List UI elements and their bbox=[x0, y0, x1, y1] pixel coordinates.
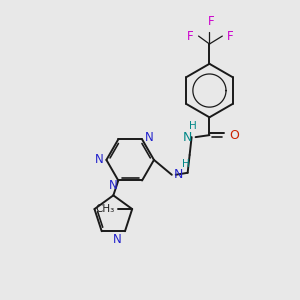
Text: N: N bbox=[109, 179, 118, 192]
Text: O: O bbox=[229, 129, 239, 142]
Text: N: N bbox=[145, 131, 154, 144]
Text: F: F bbox=[187, 30, 194, 43]
Text: F: F bbox=[227, 30, 234, 43]
Text: H: H bbox=[182, 159, 190, 169]
Text: CH₃: CH₃ bbox=[95, 204, 114, 214]
Text: F: F bbox=[208, 15, 215, 28]
Text: N: N bbox=[95, 153, 103, 167]
Text: H: H bbox=[189, 121, 196, 131]
Text: N: N bbox=[183, 130, 193, 144]
Text: N: N bbox=[174, 168, 183, 181]
Text: N: N bbox=[113, 233, 122, 246]
